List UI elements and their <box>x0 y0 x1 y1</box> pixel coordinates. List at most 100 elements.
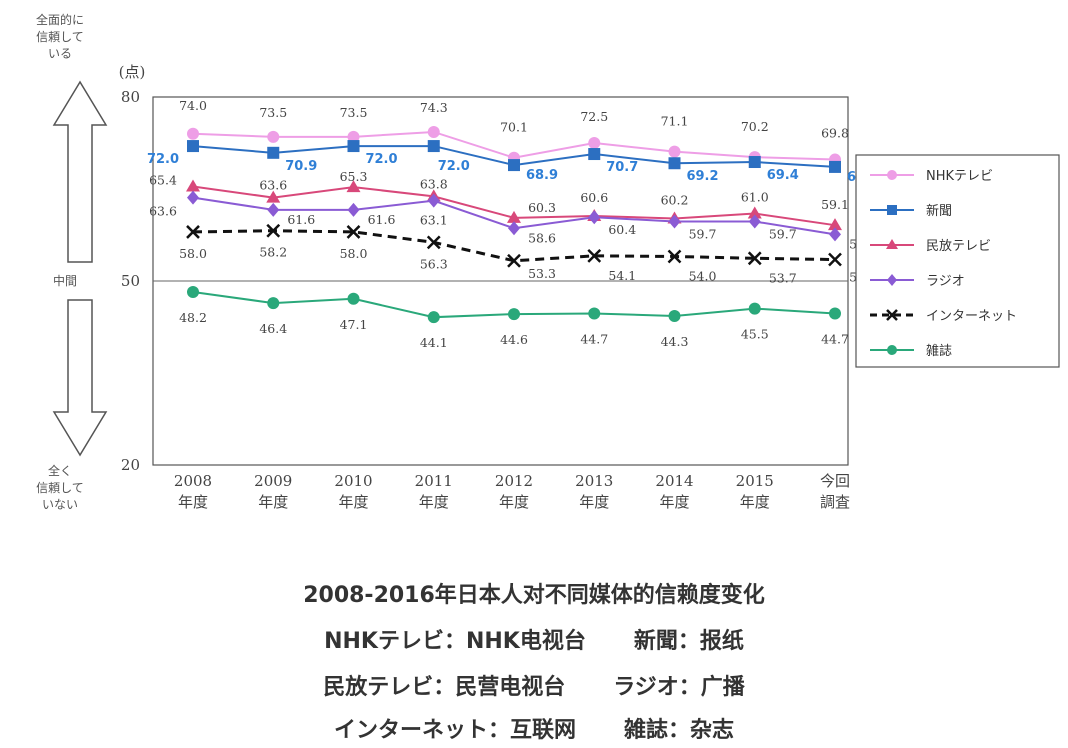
data-label: 72.0 <box>438 159 470 174</box>
data-label: 56.3 <box>420 256 448 271</box>
legend-item-2: 民放テレビ <box>870 239 991 254</box>
x-tick-label: 2015 年度 <box>736 472 774 511</box>
data-point <box>267 130 280 143</box>
data-point <box>266 223 281 238</box>
data-point <box>187 286 199 299</box>
caption-title-text: 2008-2016年日本人对不同媒体的信赖度变化 <box>303 583 765 608</box>
data-point <box>829 227 841 242</box>
data-label: 63.6 <box>259 178 287 193</box>
data-label: 71.1 <box>661 114 689 129</box>
data-point <box>668 214 681 229</box>
data-label: 53.3 <box>528 266 556 281</box>
x-tick-label: 2010 年度 <box>334 472 372 511</box>
data-point <box>587 248 602 263</box>
data-label: 54.0 <box>689 268 717 283</box>
data-point <box>667 249 682 264</box>
data-point <box>427 193 440 208</box>
data-point <box>186 225 200 239</box>
data-label: 47.1 <box>340 317 368 332</box>
data-label: 54.1 <box>608 268 636 283</box>
data-point <box>427 140 440 153</box>
data-point <box>668 145 681 158</box>
data-label: 44.7 <box>821 332 849 347</box>
data-label: 48.2 <box>179 310 207 325</box>
data-point <box>748 302 761 315</box>
legend-marker <box>886 309 898 321</box>
data-label: 69.8 <box>821 126 849 141</box>
data-point <box>346 225 361 239</box>
x-tick-label: 2009 年度 <box>254 472 292 511</box>
down-arrow <box>52 299 108 457</box>
y-tick-label: 50 <box>121 272 140 290</box>
caption-magazine: 雑誌：杂志 <box>624 718 735 743</box>
data-point <box>347 140 360 153</box>
series-2: 65.4 63.6 65.3 63.8 60.3 60.6 60.2 61.0 59.1 <box>149 169 849 231</box>
data-label: 69.2 <box>686 169 718 184</box>
data-point <box>588 148 601 161</box>
data-label: 44.3 <box>661 334 689 349</box>
data-label: 58.0 <box>179 246 207 261</box>
data-label: 70.7 <box>606 160 638 175</box>
x-tick-label: 2008 年度 <box>174 472 212 511</box>
data-point <box>347 130 360 143</box>
data-point <box>267 146 280 159</box>
legend-marker <box>886 239 898 249</box>
data-point <box>508 159 520 172</box>
legend-item-5: 雑誌 <box>870 343 952 359</box>
legend-item-1: 新聞 <box>870 203 952 219</box>
caption-newspaper: 新聞：报纸 <box>633 629 744 654</box>
caption-nhk: NHKテレビ：NHK电视台 <box>324 629 586 654</box>
data-label: 58.6 <box>528 230 556 245</box>
x-tick-label: 2012 年度 <box>495 472 533 511</box>
data-point <box>747 251 762 266</box>
data-label: 59.7 <box>769 227 797 242</box>
caption-private-tv: 民放テレビ：民营电视台 <box>323 675 566 700</box>
legend-box <box>855 154 1060 368</box>
data-point <box>748 214 761 229</box>
y-tick-label: 80 <box>121 88 140 106</box>
legend-item-4: インターネット <box>870 309 1017 324</box>
data-point <box>266 190 281 203</box>
data-label: 73.5 <box>259 105 287 120</box>
data-point <box>347 292 360 305</box>
data-label: 74.0 <box>179 98 207 113</box>
legend-marker <box>887 170 897 180</box>
top-side-label: 全面的に信頼している <box>36 12 84 61</box>
data-label: 73.5 <box>340 105 368 120</box>
legend-item-0: NHKテレビ <box>870 169 993 184</box>
data-label: 70.1 <box>500 120 528 135</box>
data-label: 59.7 <box>689 227 717 242</box>
data-label: 60.3 <box>528 200 556 215</box>
y-tick-label: 20 <box>121 456 140 474</box>
data-point <box>186 179 200 192</box>
bottom-side-label: 全く信頼していない <box>36 463 84 512</box>
caption-line-4: インターネット：互联网 雑誌：杂志 <box>0 712 1068 744</box>
legend-label: NHKテレビ <box>926 169 993 184</box>
data-point <box>828 218 842 231</box>
legend-marker <box>887 345 897 355</box>
data-label: 63.8 <box>420 176 448 191</box>
legend-marker <box>887 205 897 215</box>
legend-item-3: ラジオ <box>870 274 965 289</box>
y-unit-label: (点) <box>119 63 146 81</box>
data-label: 72.5 <box>580 109 608 124</box>
data-label: 72.0 <box>147 152 179 167</box>
data-label: 58.2 <box>259 245 287 260</box>
legend-marker <box>887 274 897 286</box>
data-label: 70.2 <box>741 119 769 134</box>
data-point <box>187 140 199 153</box>
data-label: 60.2 <box>661 192 689 207</box>
up-arrow <box>52 80 108 263</box>
data-label: 44.6 <box>500 332 528 347</box>
data-point <box>829 160 841 173</box>
legend-label: インターネット <box>926 309 1017 324</box>
data-label: 46.4 <box>259 321 287 336</box>
data-label: 74.3 <box>420 100 448 115</box>
data-point <box>828 252 842 267</box>
data-point <box>588 307 601 320</box>
data-label: 45.5 <box>741 327 769 342</box>
data-label: 72.0 <box>365 152 397 167</box>
caption-radio: ラジオ：广播 <box>613 675 745 700</box>
data-point <box>347 202 360 217</box>
